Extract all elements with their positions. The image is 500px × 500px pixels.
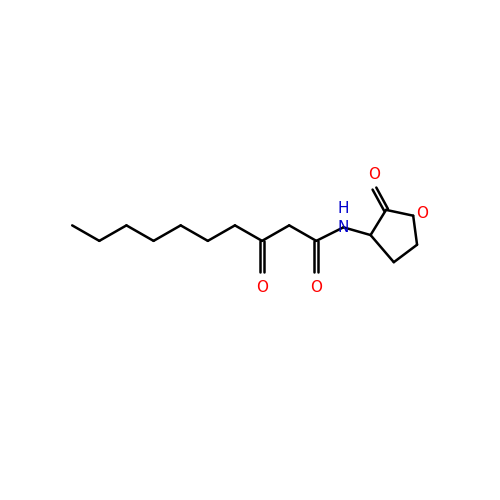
Text: O: O	[368, 166, 380, 182]
Text: O: O	[310, 280, 322, 294]
Text: H: H	[338, 202, 349, 216]
Text: O: O	[416, 206, 428, 221]
Text: N: N	[338, 220, 349, 235]
Text: O: O	[256, 280, 268, 294]
